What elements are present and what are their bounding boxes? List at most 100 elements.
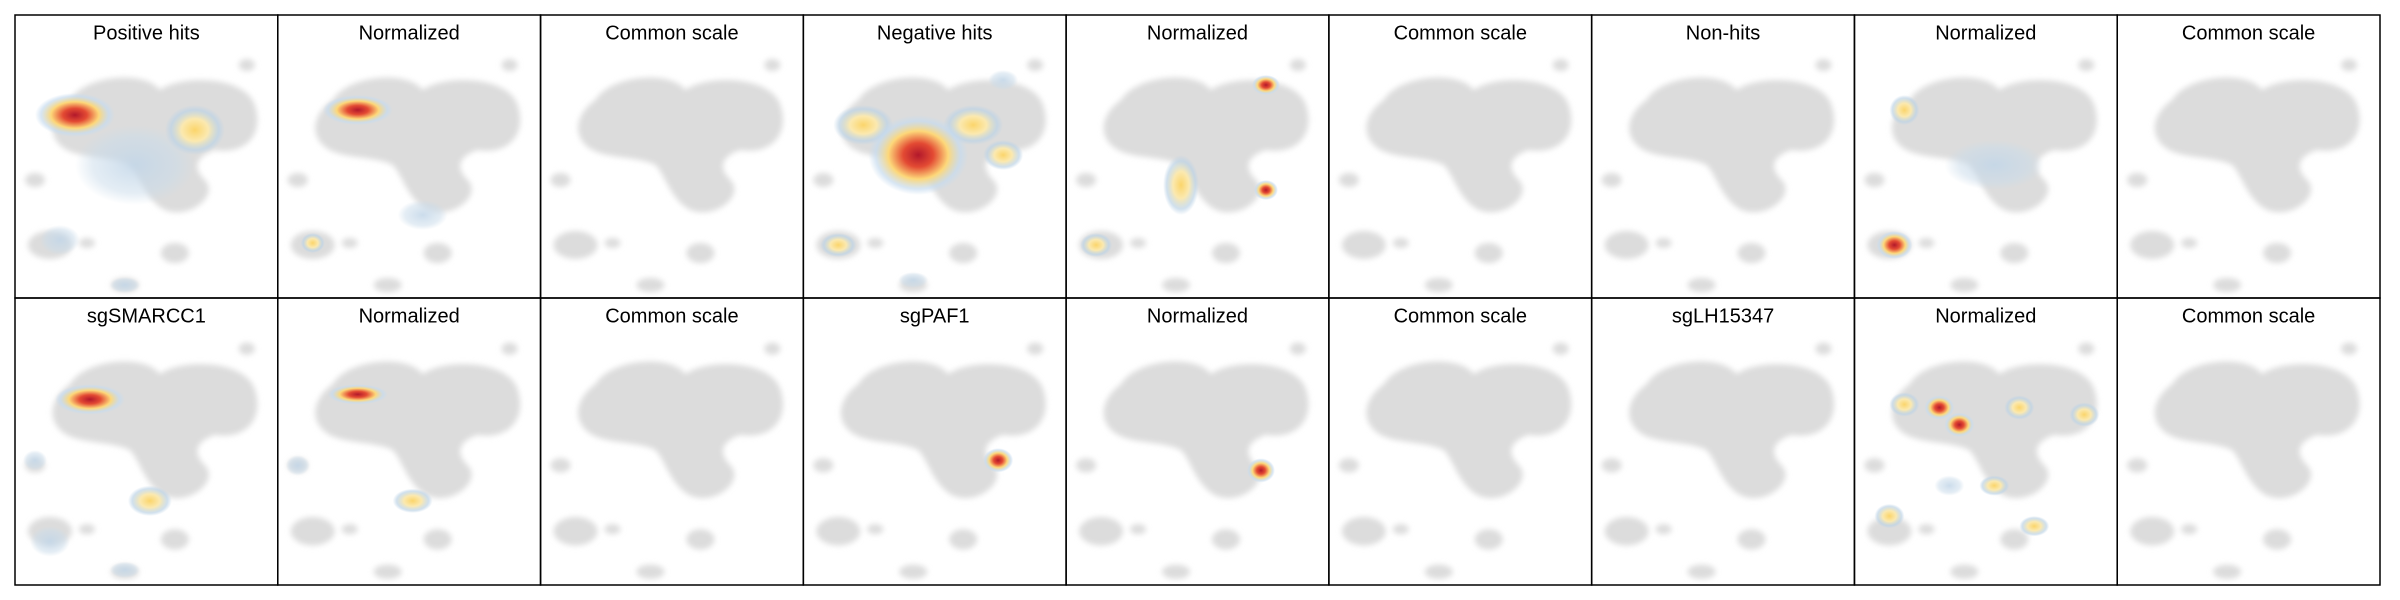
- embedding-shape: [2127, 343, 2359, 579]
- panel-title: Normalized: [1147, 305, 1248, 327]
- density-spot: [1251, 75, 1280, 95]
- density-spot: [392, 488, 433, 513]
- panel: Negative hits: [802, 14, 1067, 299]
- embedding-shape: [288, 59, 520, 292]
- density-spot: [109, 277, 140, 293]
- density-spot: [127, 485, 172, 517]
- panel: sgSMARCC1: [14, 297, 279, 586]
- density-spot: [1924, 395, 1955, 420]
- density-spot: [1253, 180, 1278, 200]
- density-spot: [164, 105, 225, 155]
- panel: Common scale: [539, 14, 805, 299]
- panel: Common scale: [1328, 14, 1593, 299]
- density-plot: [2127, 343, 2359, 579]
- density-spot: [22, 450, 47, 471]
- density-spot: [109, 561, 140, 578]
- embedding-shape: [1339, 343, 1571, 579]
- panel: Normalized: [1065, 297, 1330, 586]
- density-plot: [1864, 59, 2096, 292]
- density-spot: [983, 448, 1014, 473]
- density-spot: [983, 140, 1024, 170]
- panel: sgPAF1: [802, 297, 1067, 586]
- density-plot: [288, 59, 520, 292]
- embedding-shape: [1076, 343, 1308, 579]
- panel-title: sgPAF1: [900, 305, 970, 327]
- density-plot: [1076, 59, 1308, 292]
- density-spot: [34, 93, 115, 137]
- density-spot: [2004, 395, 2035, 420]
- density-spot: [1876, 231, 1913, 259]
- panel: Common scale: [2116, 14, 2381, 299]
- panel-title: Common scale: [2182, 305, 2315, 327]
- panel-title: Normalized: [359, 305, 460, 327]
- density-spot: [1080, 233, 1113, 257]
- density-spot: [327, 384, 388, 405]
- embedding-shape: [551, 59, 783, 292]
- density-spot: [898, 272, 929, 288]
- embedding-shape: [1339, 59, 1571, 292]
- density-spot: [285, 455, 310, 476]
- panel: sgLH15347: [1590, 297, 1856, 586]
- density-plot: [1602, 59, 1834, 292]
- density-spot: [988, 70, 1019, 90]
- embedding-shape: [1602, 343, 1834, 579]
- panel-title: sgSMARCC1: [87, 305, 206, 327]
- density-plot: [1339, 59, 1571, 292]
- density-plot: [1602, 343, 1834, 579]
- density-spot: [1889, 95, 1920, 125]
- density-spot: [820, 233, 857, 257]
- density-plot: [1864, 343, 2100, 579]
- embedding-shape: [288, 343, 520, 579]
- density-spot: [1246, 458, 1275, 483]
- panel: Common scale: [1328, 297, 1593, 586]
- embedding-shape: [1864, 343, 2096, 579]
- panel: Normalized: [1065, 14, 1330, 299]
- density-spot: [1934, 475, 1965, 496]
- embedding-shape: [1602, 59, 1834, 292]
- density-plot: [22, 343, 257, 579]
- panel: Positive hits: [14, 14, 279, 299]
- panel: Non-hits: [1590, 14, 1856, 299]
- density-spot: [397, 200, 448, 230]
- density-spot: [54, 384, 125, 415]
- density-plot: [813, 343, 1045, 579]
- density-spot: [1944, 412, 1975, 437]
- panel: Common scale: [2116, 297, 2381, 586]
- density-spot: [74, 125, 195, 205]
- density-spot: [2019, 516, 2050, 537]
- panel: Normalized: [277, 14, 542, 299]
- density-plot: [285, 343, 520, 579]
- density-spot: [39, 225, 80, 255]
- panel-title: Negative hits: [877, 22, 993, 44]
- density-plot: [551, 343, 783, 579]
- embedding-shape: [551, 343, 783, 579]
- density-spot: [1944, 140, 2045, 190]
- density-spot: [300, 233, 325, 253]
- density-spot: [1889, 392, 1920, 417]
- panel-title: Normalized: [1935, 22, 2036, 44]
- density-spot: [1163, 155, 1199, 215]
- density-plot: [1339, 343, 1571, 579]
- density-spot: [1874, 503, 1905, 529]
- panel-title: Common scale: [605, 305, 738, 327]
- density-plot: [551, 59, 783, 292]
- panel: Normalized: [277, 297, 542, 586]
- panel-title: Positive hits: [93, 22, 200, 44]
- panel-title: Common scale: [605, 22, 738, 44]
- panel: Normalized: [1853, 14, 2118, 299]
- density-plot: [25, 59, 257, 293]
- panel: Normalized: [1853, 297, 2118, 586]
- panel-title: Non-hits: [1686, 22, 1760, 44]
- density-plot: [2127, 59, 2359, 292]
- panel-title: Normalized: [359, 22, 460, 44]
- panel: Common scale: [539, 297, 805, 586]
- density-spot: [322, 95, 393, 125]
- density-plot: [1076, 343, 1308, 579]
- density-spot: [2069, 402, 2100, 427]
- density-spot: [868, 115, 969, 195]
- density-spot: [1979, 475, 2010, 496]
- embedding-shape: [2127, 59, 2359, 292]
- panel-title: Common scale: [1394, 305, 1527, 327]
- panel-title: Normalized: [1147, 22, 1248, 44]
